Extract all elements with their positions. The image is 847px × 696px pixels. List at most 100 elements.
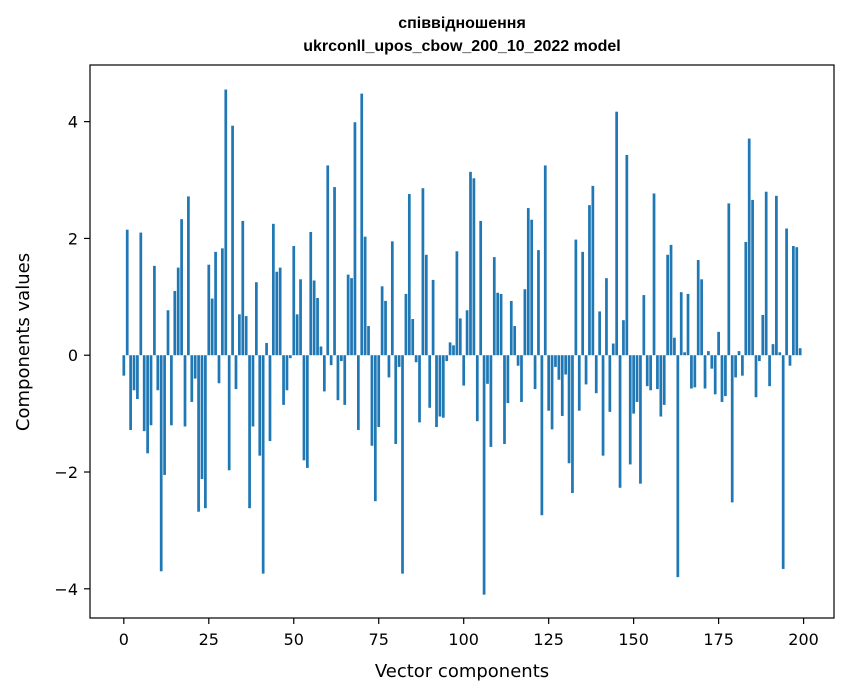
bar-component-165: [683, 352, 686, 356]
x-tick-label: 75: [369, 630, 389, 649]
chart-title-line1: співвідношення: [398, 15, 526, 32]
bar-component-32: [231, 125, 234, 356]
bar-component-126: [550, 355, 554, 430]
bar-component-109: [492, 257, 496, 356]
bar-component-7: [146, 355, 149, 454]
bar-component-157: [656, 355, 659, 390]
bar-component-176: [720, 355, 724, 402]
bar-component-4: [136, 355, 139, 400]
bar-component-30: [224, 89, 228, 356]
bar-component-137: [588, 205, 591, 356]
bar-component-118: [523, 289, 527, 356]
bar-component-1: [125, 229, 129, 356]
bar-component-170: [700, 279, 703, 356]
bar-component-192: [775, 195, 778, 356]
bar-component-139: [594, 355, 598, 394]
bar-component-95: [445, 355, 449, 362]
bar-component-22: [197, 355, 200, 512]
bar-component-20: [190, 355, 194, 402]
bar-component-92: [435, 355, 438, 428]
bar-component-182: [741, 355, 744, 376]
bar-component-115: [513, 326, 517, 356]
bar-component-26: [210, 298, 214, 356]
bar-component-66: [346, 274, 350, 356]
bar-component-135: [581, 251, 585, 356]
bar-component-5: [139, 232, 143, 356]
bar-component-42: [265, 342, 268, 356]
bar-component-143: [608, 355, 612, 412]
y-tick-label: 0: [68, 346, 78, 365]
x-tick-label: 175: [703, 630, 734, 649]
bar-component-101: [465, 310, 469, 356]
bar-component-17: [180, 219, 183, 356]
y-tick-label: 4: [68, 113, 78, 132]
bar-component-39: [255, 282, 258, 356]
bar-component-72: [367, 326, 370, 356]
bar-component-181: [737, 351, 741, 356]
bar-component-148: [625, 154, 629, 356]
bar-component-69: [356, 355, 360, 430]
bar-component-27: [214, 251, 217, 356]
bar-component-90: [428, 355, 432, 408]
plot-frame: [89, 64, 835, 619]
bar-component-43: [268, 355, 272, 442]
bar-component-122: [537, 250, 540, 356]
bar-component-145: [615, 111, 619, 356]
x-tick-label: 0: [119, 630, 129, 649]
bar-component-12: [163, 355, 166, 475]
x-tick-label: 150: [618, 630, 649, 649]
x-tick-label: 25: [199, 630, 219, 649]
bar-component-169: [696, 260, 700, 356]
bar-component-77: [384, 300, 387, 356]
bar-component-83: [404, 293, 408, 356]
bar-component-161: [669, 244, 673, 356]
x-tick-label: 100: [448, 630, 479, 649]
bar-component-175: [717, 331, 720, 356]
bar-component-167: [690, 355, 693, 389]
bar-component-134: [577, 355, 581, 411]
bar-component-153: [642, 295, 646, 356]
bar-component-60: [326, 165, 330, 356]
bar-component-41: [261, 355, 265, 574]
chart-title-line2: ukrconll_upos_cbow_200_10_2022 model: [303, 38, 620, 55]
bar-component-185: [751, 199, 754, 356]
bar-component-198: [795, 247, 799, 356]
bar-component-34: [238, 314, 241, 356]
bar-component-37: [248, 355, 251, 509]
bar-component-53: [302, 355, 306, 461]
bar-component-8: [149, 355, 153, 426]
bar-component-33: [234, 355, 238, 390]
bar-component-133: [574, 239, 578, 356]
bar-component-24: [204, 355, 207, 509]
bar-component-106: [482, 355, 486, 595]
bar-component-49: [289, 355, 292, 359]
bar-component-114: [509, 300, 513, 356]
bar-component-75: [377, 355, 381, 428]
bar-component-86: [414, 355, 418, 363]
x-tick-label: 50: [284, 630, 304, 649]
x-tick-label: 200: [788, 630, 819, 649]
x-tick-label: 125: [533, 630, 564, 649]
bar-component-132: [571, 355, 574, 494]
bar-component-18: [183, 355, 187, 427]
bar-component-11: [159, 355, 163, 572]
bar-component-196: [788, 355, 792, 366]
bar-component-81: [397, 355, 401, 367]
bar-component-138: [591, 185, 595, 356]
bar-component-52: [299, 279, 302, 356]
bar-component-103: [472, 178, 476, 356]
bar-component-191: [771, 344, 775, 356]
bar-component-88: [421, 188, 425, 356]
bar-component-55: [309, 232, 313, 356]
bar-component-140: [598, 311, 602, 356]
bars-group: [122, 89, 802, 595]
bar-component-131: [567, 355, 571, 464]
bar-component-144: [611, 343, 615, 356]
bar-component-160: [666, 254, 669, 356]
bar-component-64: [339, 355, 343, 362]
y-tick-label: −4: [54, 580, 78, 599]
bar-component-6: [142, 355, 146, 432]
bar-component-152: [639, 355, 642, 484]
bar-component-120: [530, 219, 534, 356]
